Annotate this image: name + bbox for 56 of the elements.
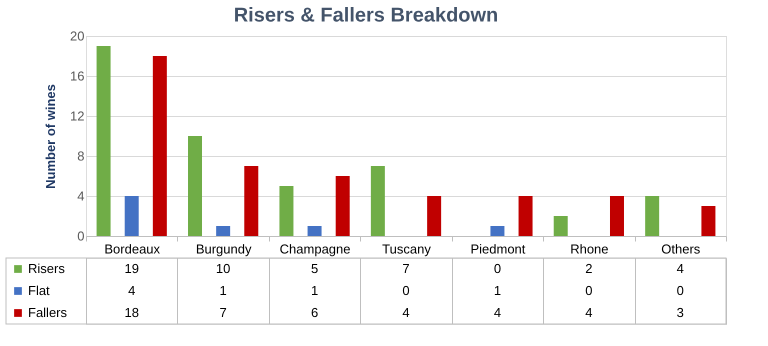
data-label: 4	[494, 305, 502, 320]
bar	[610, 196, 624, 236]
data-label: 1	[310, 283, 318, 298]
bar	[427, 196, 442, 236]
bar	[554, 216, 568, 236]
data-label: 7	[402, 261, 410, 276]
data-label: 10	[216, 261, 230, 276]
y-tick-label: 4	[77, 188, 84, 204]
data-label: 7	[220, 305, 227, 320]
bar	[124, 196, 139, 236]
legend-label: Risers	[28, 261, 66, 276]
y-tick-label: 20	[70, 28, 84, 44]
bar	[96, 46, 111, 236]
bar	[701, 206, 716, 236]
x-tick-label: Champagne	[280, 242, 350, 256]
bar	[336, 176, 350, 236]
data-label: 0	[585, 283, 592, 298]
x-tick-label: Piedmont	[470, 242, 526, 256]
bar	[645, 196, 660, 236]
bar	[152, 56, 167, 236]
bar	[308, 226, 322, 236]
data-label: 1	[220, 283, 227, 298]
bar	[279, 186, 294, 236]
data-label: 1	[494, 283, 502, 298]
bar	[244, 166, 258, 236]
y-tick-label: 0	[77, 228, 84, 244]
data-label: 0	[402, 283, 410, 298]
x-tick-label: Rhone	[570, 242, 609, 256]
data-label: 6	[310, 305, 318, 320]
data-label: 4	[402, 305, 410, 320]
x-tick-label: Others	[661, 242, 701, 256]
y-tick-label: 12	[70, 108, 84, 124]
data-label: 4	[128, 283, 136, 298]
data-label: 4	[676, 261, 684, 276]
bar	[490, 226, 504, 236]
bar	[188, 136, 202, 236]
data-label: 4	[585, 305, 592, 320]
bar	[216, 226, 230, 236]
data-label: 19	[124, 261, 139, 276]
y-axis-title: Number of wines	[43, 84, 58, 189]
x-tick-label: Tuscany	[382, 242, 432, 256]
data-label: 2	[585, 261, 592, 276]
y-tick-label: 8	[77, 148, 84, 164]
data-label: 18	[124, 305, 139, 320]
data-label: 3	[676, 305, 684, 320]
y-tick-label: 16	[70, 68, 84, 84]
data-label: 5	[310, 261, 318, 276]
legend-label: Flat	[28, 283, 50, 298]
x-tick-label: Bordeaux	[104, 242, 161, 256]
legend-label: Fallers	[28, 305, 68, 320]
x-tick-label: Burgundy	[196, 242, 252, 256]
data-label: 0	[676, 283, 684, 298]
bar	[518, 196, 533, 236]
chart-title: Risers & Fallers Breakdown	[234, 4, 498, 26]
data-label: 0	[494, 261, 502, 276]
bar	[370, 166, 385, 236]
